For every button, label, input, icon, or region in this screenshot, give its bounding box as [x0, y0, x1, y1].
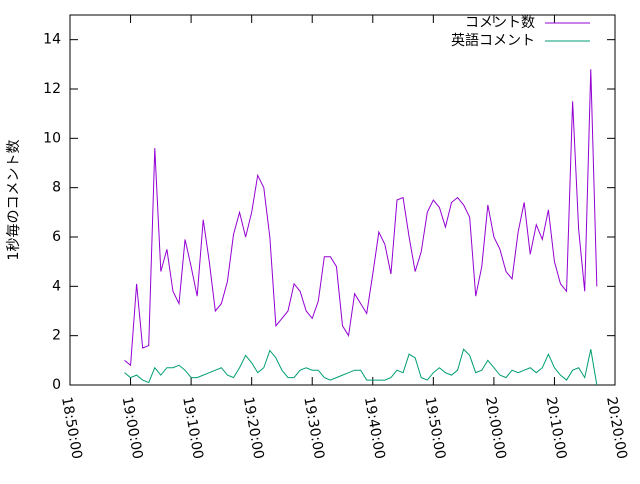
x-tick-label: 19:50:00 [421, 396, 448, 461]
x-tick-label: 19:20:00 [240, 396, 267, 461]
y-axis-label: 1秒毎のコメント数 [6, 140, 22, 261]
y-tick-label: 12 [43, 81, 61, 97]
legend-label: 英語コメント [451, 32, 535, 49]
x-tick-label: 19:00:00 [119, 396, 146, 461]
x-tick-label: 20:10:00 [543, 396, 570, 461]
x-tick-label: 19:40:00 [361, 396, 388, 461]
y-tick-label: 8 [52, 180, 61, 196]
series-line [124, 348, 598, 386]
series-line [124, 69, 598, 367]
x-tick-label: 19:10:00 [179, 396, 206, 461]
x-tick-label: 20:20:00 [603, 396, 630, 461]
x-tick-label: 20:00:00 [482, 396, 509, 461]
y-tick-label: 0 [52, 377, 61, 393]
y-tick-label: 14 [43, 32, 61, 48]
y-tick-label: 4 [52, 278, 61, 294]
x-tick-label: 19:30:00 [300, 396, 327, 461]
plot-frame [69, 14, 616, 386]
y-tick-label: 6 [52, 229, 61, 245]
y-tick-label: 2 [52, 328, 61, 344]
y-tick-label: 10 [43, 130, 61, 146]
x-tick-label: 18:50:00 [58, 396, 85, 461]
legend-label: コメント数 [465, 15, 535, 31]
